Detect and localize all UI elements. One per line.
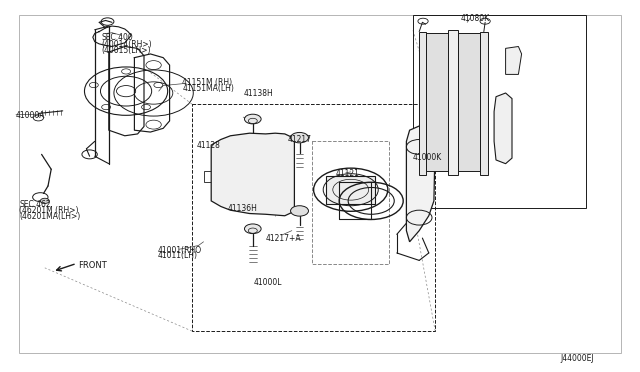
Circle shape [291,206,308,216]
Circle shape [244,114,261,124]
Polygon shape [458,33,480,171]
Circle shape [244,224,261,234]
Polygon shape [419,32,426,175]
Text: 41001(RHO: 41001(RHO [158,246,202,254]
Text: 41151M (RH): 41151M (RH) [182,78,232,87]
Text: FRONT: FRONT [78,261,107,270]
Polygon shape [448,30,458,175]
Text: 41080K: 41080K [461,14,490,23]
Polygon shape [406,125,435,242]
Text: 41217+A: 41217+A [266,234,301,243]
Text: J44000EJ: J44000EJ [560,354,594,363]
Polygon shape [480,32,488,175]
Text: 41000L: 41000L [253,278,282,287]
Bar [326,176,375,204]
Bar [312,141,389,264]
Text: (46201MA(LH>): (46201MA(LH>) [19,212,81,221]
Polygon shape [426,33,448,171]
Text: (40014(RH>): (40014(RH>) [101,40,152,49]
Circle shape [291,132,308,143]
Text: SEC.462: SEC.462 [19,200,51,209]
Polygon shape [211,133,294,216]
Text: (40015(LH>): (40015(LH>) [101,46,150,55]
Polygon shape [494,93,512,164]
Text: 41136H: 41136H [228,204,258,213]
Text: 41138H: 41138H [243,89,273,97]
Polygon shape [506,46,522,74]
Text: 41011(LH): 41011(LH) [158,251,198,260]
Text: 41000K: 41000K [413,153,442,162]
Bar [413,15,586,208]
Circle shape [40,198,49,203]
Text: 41217: 41217 [288,135,312,144]
Text: 41121: 41121 [336,169,360,178]
Text: 41128: 41128 [197,141,221,150]
Text: SEC.400: SEC.400 [101,33,133,42]
Text: 41000A: 41000A [16,111,45,120]
Bar [204,171,227,182]
Bar [192,104,435,331]
Text: (46201M (RH>): (46201M (RH>) [19,206,79,215]
Text: 41151MA(LH): 41151MA(LH) [182,84,234,93]
